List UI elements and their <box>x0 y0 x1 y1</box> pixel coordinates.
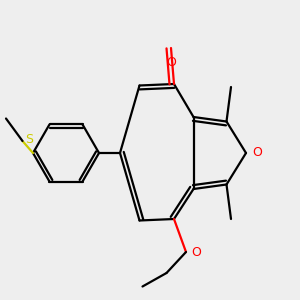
Text: S: S <box>26 133 34 146</box>
Text: O: O <box>253 146 262 160</box>
Text: O: O <box>166 56 176 68</box>
Text: O: O <box>191 245 201 259</box>
